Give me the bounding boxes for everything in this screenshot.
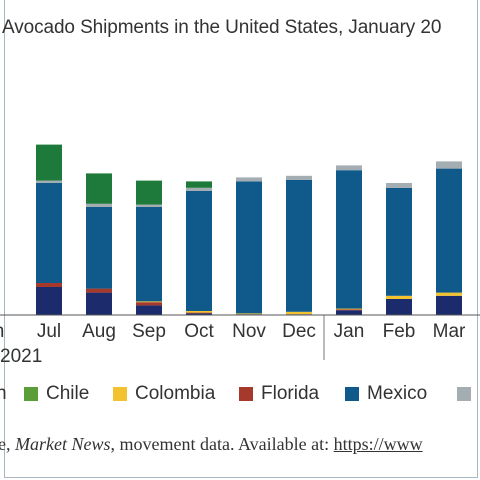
legend-swatch-colombia [113, 387, 127, 401]
tick-label-1: Jul [37, 321, 61, 342]
legend-swatch-mexico [345, 387, 359, 401]
bar-jul-series-3 [36, 183, 62, 283]
bar-sep-series-2 [136, 301, 162, 303]
tick-label-6: Dec [282, 321, 316, 342]
chart-title: Avocado Shipments in the United States, … [2, 17, 442, 38]
bar-dec-series-3 [286, 179, 312, 312]
bar-sep-series-3 [136, 207, 162, 302]
tick-label-5: Nov [232, 321, 266, 342]
source-prefix: e, [0, 434, 11, 454]
bar-sep-series-1 [136, 302, 162, 306]
bar-jan-series-0 [336, 310, 362, 315]
legend-label-colombia: Colombia [135, 383, 216, 404]
stacked-bar-chart: nJulAugSepOctNovDecJanFebMarA2021 [0, 144, 480, 367]
bar-mar-series-2 [436, 292, 462, 296]
bar-jan-series-4 [336, 165, 362, 171]
bar-oct-series-4 [186, 187, 212, 191]
bar-dec-series-4 [286, 175, 312, 180]
tick-label-4: Oct [184, 321, 214, 342]
bar-jul-series-0 [36, 287, 62, 315]
source-publication: Market News [15, 434, 111, 454]
bar-oct-series-3 [186, 191, 212, 311]
legend-swatch-chile [24, 387, 38, 401]
tick-label-3: Sep [132, 321, 166, 342]
legend-label-florida: Florida [261, 383, 320, 404]
bar-aug-series-5 [86, 173, 112, 204]
bar-oct-series-2 [186, 311, 212, 313]
bar-jan-series-2 [336, 308, 362, 310]
bar-jul-series-5 [36, 144, 62, 181]
bar-mar-series-0 [436, 295, 462, 315]
bar-jul-series-1 [36, 283, 62, 287]
bar-oct-series-5 [186, 181, 212, 188]
bar-nov-series-4 [236, 177, 262, 182]
bar-aug-series-1 [86, 288, 112, 293]
year-label: 2021 [0, 346, 42, 367]
legend-label-chile: Chile [46, 383, 90, 404]
bar-sep-series-5 [136, 180, 162, 205]
source-note: e, Market News, movement data. Available… [0, 434, 423, 455]
bar-oct-series-0 [186, 313, 212, 315]
bar-oct-series-1 [186, 312, 212, 314]
bar-feb-series-2 [386, 295, 412, 299]
bar-sep-series-4 [136, 204, 162, 207]
bar-dec-series-2 [286, 311, 312, 315]
tick-label-7: Jan [334, 321, 365, 342]
source-link[interactable]: https://www [333, 434, 423, 454]
bar-feb-series-4 [386, 183, 412, 188]
bar-jan-series-3 [336, 170, 362, 309]
bar-mar-series-4 [436, 161, 462, 169]
source-middle: , movement data. Available at: [110, 434, 334, 454]
bar-feb-series-0 [386, 299, 412, 315]
tick-label-9: Mar [433, 321, 466, 342]
bar-feb-series-3 [386, 187, 412, 296]
bar-nov-series-2 [236, 313, 262, 315]
legend-label-mexico: Mexico [367, 383, 428, 404]
legend-label-0: n [0, 383, 7, 404]
tick-label-8: Feb [383, 321, 416, 342]
bar-jul-series-4 [36, 180, 62, 183]
bar-jan-series-1 [336, 309, 362, 311]
bar-nov-series-3 [236, 181, 262, 314]
legend-swatch-florida [239, 387, 253, 401]
chart-frame [4, 0, 478, 478]
bar-aug-series-0 [86, 292, 112, 315]
bar-aug-series-4 [86, 203, 112, 207]
legend-item-0: n [0, 383, 7, 405]
bar-mar-series-3 [436, 168, 462, 293]
tick-label-2: Aug [82, 321, 116, 342]
tick-label-0: n [0, 321, 4, 342]
bar-aug-series-3 [86, 207, 112, 289]
legend-swatch-other [457, 387, 471, 401]
bar-sep-series-0 [136, 305, 162, 315]
